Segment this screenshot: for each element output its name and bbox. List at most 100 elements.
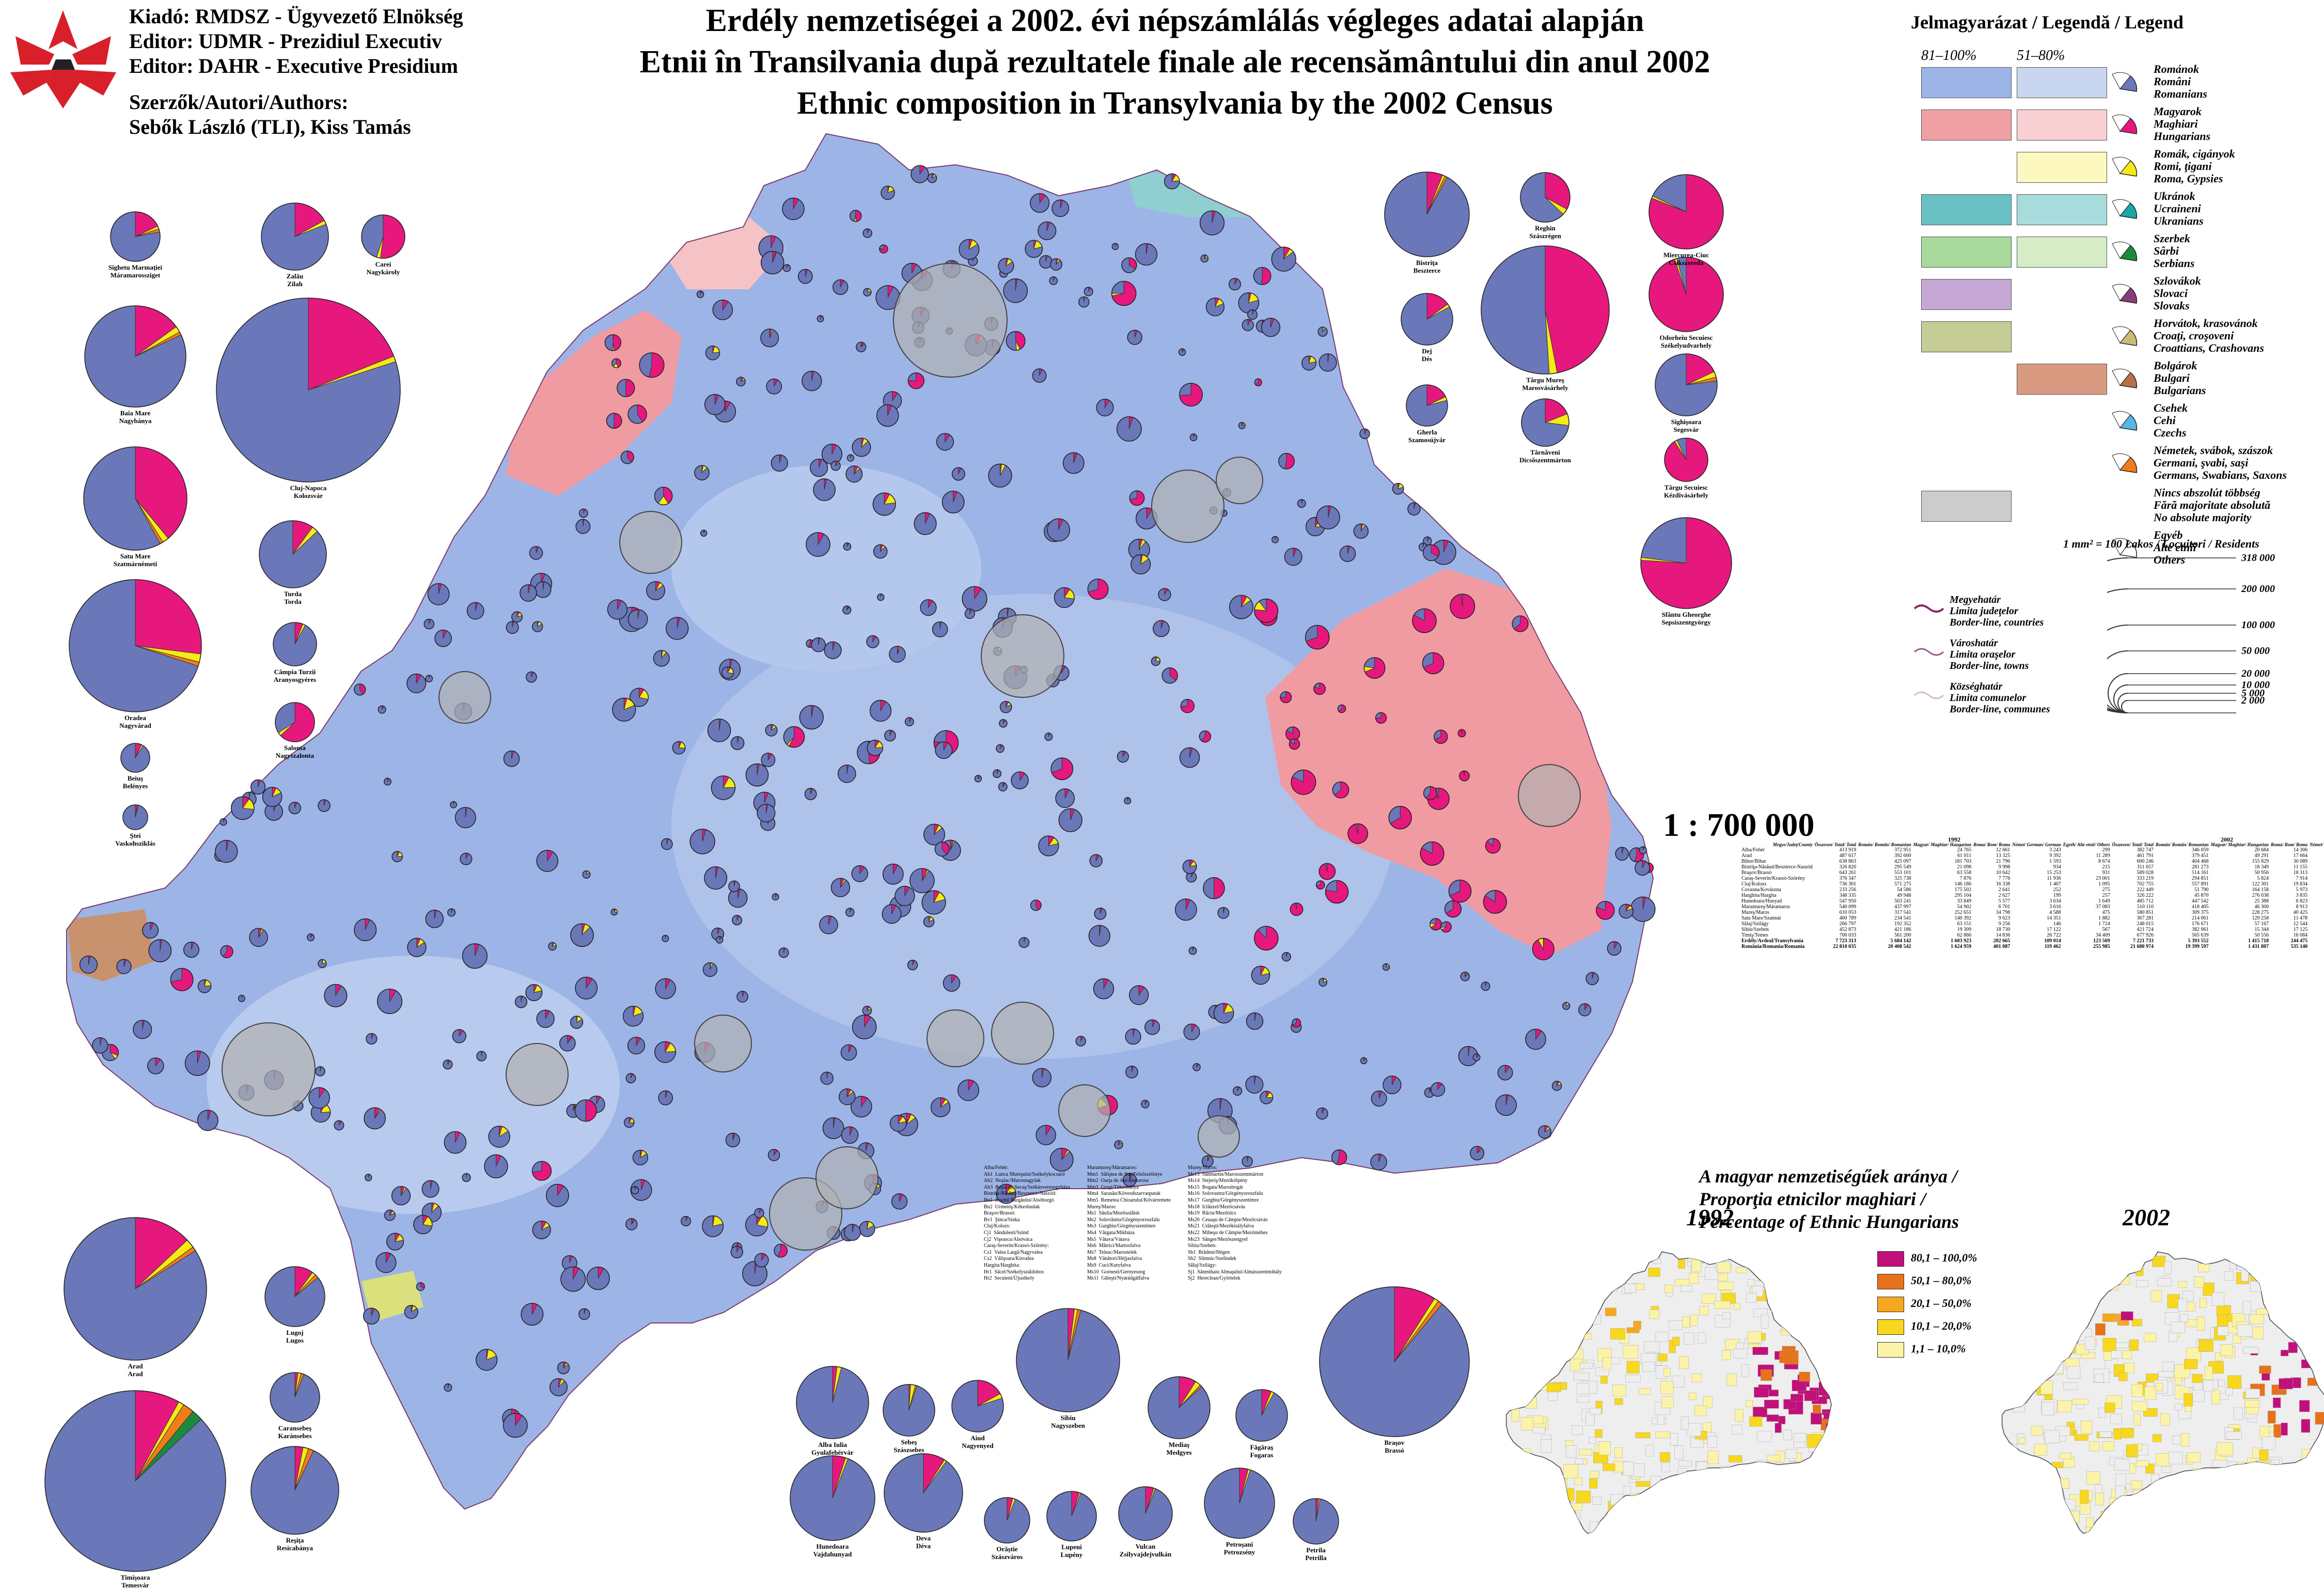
city-pie-6 xyxy=(259,520,327,588)
city-name-local: Vulcan xyxy=(1135,1543,1156,1550)
stats-value-cell: 437 997 xyxy=(1894,904,1911,910)
city-pie-16-romanian-slice xyxy=(1481,245,1550,375)
city-pie-label: Petroşani Petrozsény xyxy=(1198,1540,1281,1556)
city-pie-23 xyxy=(64,1217,207,1361)
village-pie xyxy=(549,1378,568,1396)
stats-value-cell: 192 352 xyxy=(1894,921,1911,927)
city-pie-21 xyxy=(1664,438,1708,482)
city-name-hungarian: Petrilla xyxy=(1305,1554,1327,1562)
stats-value-cell: 14 306 xyxy=(2293,847,2308,853)
legend-label-line: Cehi xyxy=(2154,414,2176,427)
village-pie xyxy=(1246,1012,1264,1030)
stats-county-cell: Caraş-Severin/Krassó-Szörény xyxy=(1741,876,1805,881)
city-name-hungarian: Gyulafehérvár xyxy=(811,1448,854,1456)
legend-label-line: Horvátok, krasovánok xyxy=(2154,317,2258,330)
village-pie xyxy=(443,1060,453,1070)
village-pie xyxy=(1229,595,1254,619)
stats-county-cell: Alba/Fehér xyxy=(1741,847,1765,853)
stats-value-cell: 510 110 xyxy=(2137,904,2154,910)
city-name-local: Petroşani xyxy=(1226,1540,1253,1548)
city-pie-label: Deva Déva xyxy=(882,1534,965,1550)
stats-value-cell: 5 824 xyxy=(2257,876,2269,881)
stats-value-cell: 2 627 xyxy=(1998,893,2011,898)
city-name-hungarian: Belényes xyxy=(122,782,148,790)
stats-county-cell: România/Romania/Romania xyxy=(1741,944,1805,949)
village-pie xyxy=(1038,221,1057,240)
stats-value-cell: 244 475 xyxy=(2290,938,2308,944)
stats-value-cell: 234 541 xyxy=(1894,915,1911,921)
legend-title: Jelmagyarázat / Legendă / Legend xyxy=(1911,12,2184,33)
stats-value-cell: 571 275 xyxy=(1894,881,1911,887)
stats-value-cell: 46 300 xyxy=(2254,904,2269,910)
size-legend-value: 100 000 xyxy=(2241,619,2275,631)
size-legend-value: 2 000 xyxy=(2241,695,2265,706)
stats-value-cell: 102 xyxy=(2309,921,2324,927)
legend-label-line: Bulgarians xyxy=(2154,384,2206,397)
city-name-hungarian: Lugos xyxy=(286,1336,304,1344)
city-name-local: Făgăraş xyxy=(1250,1443,1274,1451)
legend-label-line: Ucraineni xyxy=(2154,202,2201,215)
hu-share-swatch xyxy=(1877,1342,1904,1358)
stats-column-header: Román/ Român/ Romanian xyxy=(1858,842,1911,847)
stats-value-cell: 140 392 xyxy=(1954,915,1972,921)
legend-label: Németek, svábok, szászok Germani, şvabi, … xyxy=(2154,444,2287,481)
legend-pie-icon xyxy=(2112,453,2138,473)
city-pie-1 xyxy=(261,202,329,271)
village-pie xyxy=(845,908,855,917)
stats-value-cell: 610 053 xyxy=(1839,910,1857,915)
city-name-hungarian: Szászrégen xyxy=(1529,232,1561,240)
city-pie-label: Sibiu Nagyszeben xyxy=(1027,1414,1109,1429)
stats-column-header: Összesen/ Total/ Total xyxy=(1814,842,1857,847)
size-legend-value: 50 000 xyxy=(2241,645,2270,657)
stats-value-cell: 49 948 xyxy=(1897,893,1911,898)
legend-label-line: Maghiari xyxy=(2154,117,2198,130)
city-pie-35 xyxy=(790,1455,875,1541)
city-pie-32 xyxy=(1148,1376,1211,1439)
stats-value-cell: 421 186 xyxy=(1894,927,1911,932)
stats-value-cell: 21 796 xyxy=(1996,859,2011,864)
stats-county-cell: Satu Mare/Szatmár xyxy=(1741,915,1781,921)
stats-value-cell: 404 468 xyxy=(2192,859,2209,864)
village-pie xyxy=(406,673,427,694)
stats-value-cell: 33 849 xyxy=(1957,898,1972,904)
city-pie-18 xyxy=(1406,384,1448,427)
legend-swatch-high xyxy=(1921,491,2012,522)
stats-value-cell: 10 642 xyxy=(1996,870,2011,876)
stats-value-cell: 15 253 xyxy=(2047,870,2061,876)
stats-value-cell: 8 674 xyxy=(2098,859,2110,864)
stats-value-cell: 1 311 xyxy=(2309,847,2324,853)
border-legend-label-line: Limita judeţelor xyxy=(1950,605,2018,617)
size-legend-value: 20 000 xyxy=(2241,668,2270,679)
stats-value-cell: 934 xyxy=(2053,864,2061,870)
stats-county-cell: Timiş/Temes xyxy=(1741,932,1768,938)
stats-value-cell: 5 577 xyxy=(1998,898,2011,904)
city-name-local: Braşov xyxy=(1384,1439,1405,1446)
stats-county-cell: Braşov/Brassó xyxy=(1741,870,1772,876)
stats-value-cell: 9 392 xyxy=(2049,853,2061,859)
city-pie-11 xyxy=(122,804,148,830)
table-row: Erdély/Ardeal/Transylvania 7 723 313 5 684… xyxy=(1740,938,2324,944)
stats-value-cell: 326 820 xyxy=(1839,864,1857,870)
city-pie-16 xyxy=(1481,245,1610,375)
city-pie-label: Gherla Szamosújvár xyxy=(1386,428,1468,444)
stats-value-cell: 643 261 xyxy=(1839,870,1857,876)
border-legend-label: Városhatár Limita oraşelor Border-line, to… xyxy=(1950,637,2029,672)
stats-value-cell: 561 200 xyxy=(1894,932,1911,938)
village-pie xyxy=(116,959,132,974)
village-pie xyxy=(1245,1076,1264,1094)
city-name-local: Bistriţa xyxy=(1416,259,1438,267)
stats-value-cell: 21 680 974 xyxy=(2130,944,2154,949)
stats-value-cell: 535 140 xyxy=(2290,944,2308,949)
stats-value-cell: 109 014 xyxy=(2044,938,2061,944)
city-pie-36 xyxy=(884,1453,963,1533)
city-pie-34 xyxy=(1319,1286,1470,1437)
stats-county-cell: Bistriţa-Năsăud/Beszterce-Naszód xyxy=(1741,864,1813,870)
city-pie-label: Vulcan Zsilyvajdejvulkán xyxy=(1104,1543,1187,1558)
city-pie-label: Satu Mare Szatmárnémeti xyxy=(94,552,177,568)
city-pie-10 xyxy=(120,743,150,773)
stats-value-cell: 565 639 xyxy=(2192,932,2209,938)
stats-value-cell: 181 703 xyxy=(1954,859,1972,864)
village-pie xyxy=(772,893,779,901)
legend-label-line: Nincs abszolút többség xyxy=(2154,486,2260,499)
city-name-local: Dej xyxy=(1422,347,1432,355)
